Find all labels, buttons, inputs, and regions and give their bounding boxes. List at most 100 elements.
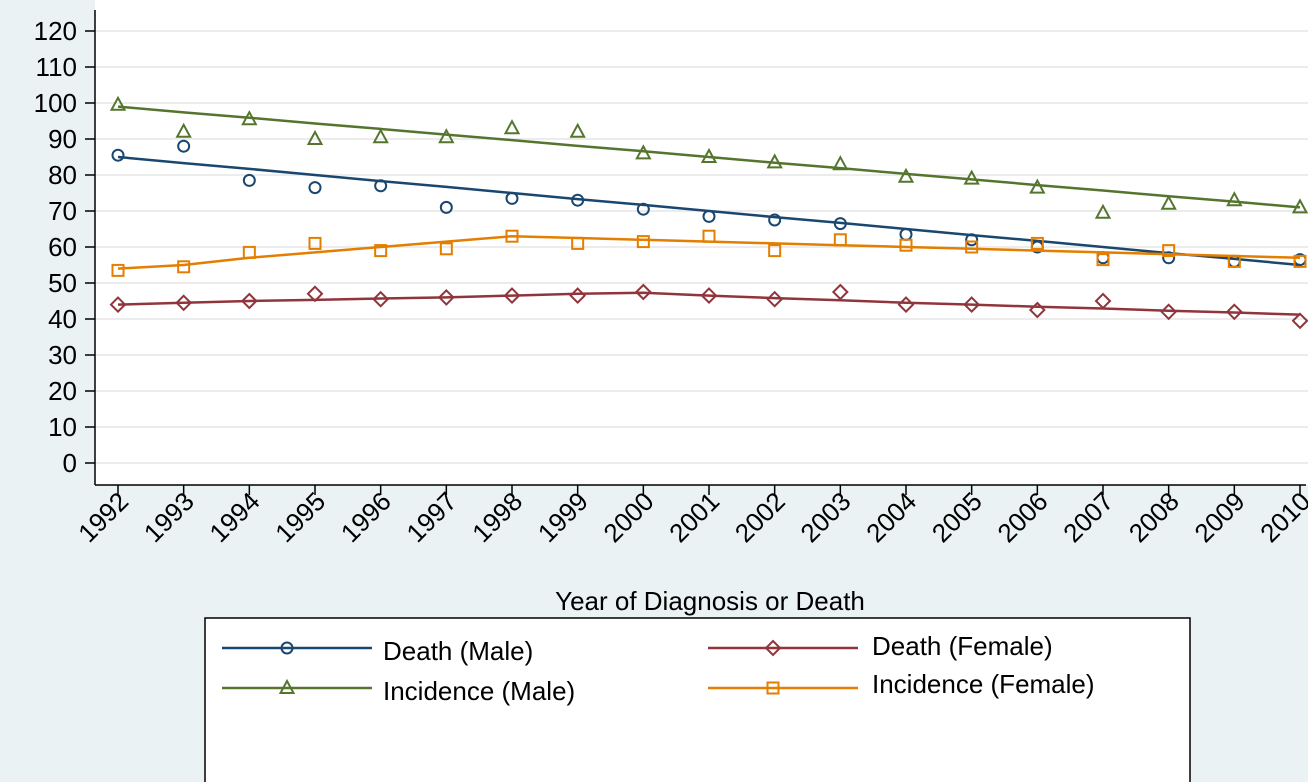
marker bbox=[1162, 251, 1176, 265]
y-tick-label: 120 bbox=[34, 16, 77, 46]
marker bbox=[831, 283, 849, 301]
x-tick-label: 2006 bbox=[991, 486, 1053, 548]
marker bbox=[109, 296, 127, 314]
marker bbox=[439, 200, 453, 214]
marker bbox=[1094, 292, 1112, 310]
y-tick-label: 20 bbox=[48, 376, 77, 406]
legend-label: Death (Male) bbox=[383, 636, 533, 666]
x-axis-label: Year of Diagnosis or Death bbox=[555, 586, 865, 616]
marker bbox=[241, 110, 258, 126]
marker bbox=[897, 296, 915, 314]
marker bbox=[634, 283, 652, 301]
marker bbox=[963, 296, 981, 314]
marker bbox=[505, 229, 519, 243]
y-tick-label: 0 bbox=[63, 448, 77, 478]
marker bbox=[569, 287, 587, 305]
marker bbox=[308, 181, 322, 195]
marker bbox=[1029, 178, 1046, 194]
x-tick-label: 2002 bbox=[729, 486, 791, 548]
x-tick-label: 2007 bbox=[1057, 486, 1119, 548]
marker bbox=[833, 233, 847, 247]
marker bbox=[1291, 312, 1308, 330]
marker bbox=[372, 128, 389, 144]
marker bbox=[636, 235, 650, 249]
x-tick-label: 1993 bbox=[138, 486, 200, 548]
marker bbox=[1291, 198, 1308, 214]
marker bbox=[308, 236, 322, 250]
marker bbox=[111, 148, 125, 162]
legend-marker bbox=[764, 639, 782, 657]
marker bbox=[109, 95, 127, 111]
y-tick-label: 60 bbox=[48, 232, 77, 262]
marker bbox=[1028, 301, 1046, 319]
y-tick-label: 110 bbox=[36, 52, 77, 82]
legend-marker bbox=[278, 678, 296, 694]
x-tick-label: 2001 bbox=[663, 486, 725, 548]
marker bbox=[175, 122, 192, 138]
marker bbox=[965, 233, 979, 247]
marker bbox=[374, 244, 388, 258]
y-tick-label: 40 bbox=[48, 304, 77, 334]
marker bbox=[897, 167, 915, 183]
x-tick-label: 2004 bbox=[860, 486, 922, 548]
marker bbox=[240, 292, 258, 310]
marker bbox=[766, 153, 783, 169]
marker bbox=[439, 242, 453, 256]
marker bbox=[438, 128, 455, 144]
marker bbox=[175, 294, 193, 312]
y-tick-label: 50 bbox=[48, 268, 77, 298]
marker bbox=[635, 144, 652, 160]
marker bbox=[768, 244, 782, 258]
y-tick-label: 100 bbox=[34, 88, 77, 118]
x-tick-label: 2005 bbox=[926, 486, 988, 548]
marker bbox=[569, 122, 586, 138]
marker bbox=[1030, 236, 1044, 250]
x-tick-label: 2000 bbox=[597, 486, 659, 548]
marker bbox=[1225, 303, 1243, 321]
marker bbox=[177, 260, 191, 274]
marker bbox=[768, 213, 782, 227]
marker bbox=[700, 287, 718, 305]
x-tick-label: 1994 bbox=[203, 486, 265, 548]
marker bbox=[374, 179, 388, 193]
y-tick-label: 80 bbox=[48, 160, 77, 190]
marker bbox=[111, 263, 125, 277]
marker bbox=[503, 119, 521, 135]
x-tick-label: 2008 bbox=[1123, 486, 1185, 548]
marker bbox=[833, 217, 847, 231]
x-tick-label: 2003 bbox=[794, 486, 856, 548]
marker bbox=[1227, 254, 1241, 268]
legend bbox=[204, 617, 1191, 782]
y-tick-label: 90 bbox=[48, 124, 77, 154]
marker bbox=[702, 209, 716, 223]
y-tick-label: 30 bbox=[48, 340, 77, 370]
legend-label: Incidence (Female) bbox=[872, 669, 1095, 699]
x-tick-label: 1997 bbox=[400, 486, 462, 548]
marker bbox=[571, 236, 585, 250]
x-tick-label: 2010 bbox=[1254, 486, 1308, 548]
marker bbox=[1162, 244, 1176, 258]
legend-marker bbox=[280, 641, 294, 655]
marker bbox=[503, 287, 521, 305]
marker bbox=[372, 290, 390, 308]
marker bbox=[306, 285, 324, 303]
x-tick-label: 2009 bbox=[1188, 486, 1250, 548]
marker bbox=[963, 169, 980, 185]
marker bbox=[1160, 303, 1178, 321]
x-tick-label: 1996 bbox=[335, 486, 397, 548]
marker bbox=[571, 193, 585, 207]
fit-line bbox=[117, 105, 1301, 209]
marker bbox=[636, 202, 650, 216]
marker bbox=[505, 191, 519, 205]
legend-label: Incidence (Male) bbox=[383, 676, 575, 706]
marker bbox=[1160, 194, 1177, 210]
marker bbox=[1293, 254, 1307, 268]
x-tick-label: 1998 bbox=[466, 486, 528, 548]
y-tick-label: 10 bbox=[48, 412, 77, 442]
marker bbox=[1226, 191, 1243, 207]
marker bbox=[177, 139, 191, 153]
marker bbox=[965, 240, 979, 254]
x-tick-label: 1992 bbox=[72, 486, 134, 548]
marker bbox=[1096, 253, 1110, 267]
